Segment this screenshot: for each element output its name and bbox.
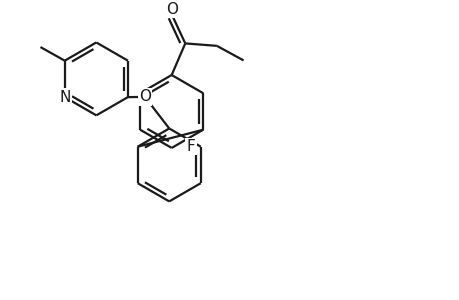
Text: N: N	[59, 90, 70, 105]
Text: O: O	[139, 89, 151, 104]
Text: O: O	[165, 2, 177, 17]
Text: F: F	[186, 139, 195, 154]
